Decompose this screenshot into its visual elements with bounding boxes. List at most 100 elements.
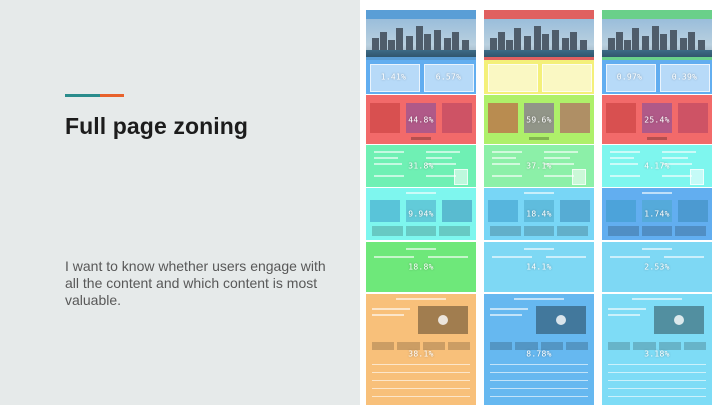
article-thumb	[447, 342, 470, 350]
zone-percentage: 31.8%	[408, 161, 434, 171]
hero-nav-bar	[484, 10, 594, 19]
section-heading-line	[396, 298, 446, 300]
section-heading-line	[642, 192, 672, 194]
harbour-water	[602, 50, 712, 60]
text-line	[492, 163, 520, 165]
article-thumb	[372, 342, 395, 350]
heatmap-zone-plain: 2.53%	[602, 242, 712, 292]
building	[632, 28, 639, 52]
heatmap-zone-plain: 18.8%	[366, 242, 476, 292]
content-card-image	[442, 103, 472, 133]
gallery-image	[560, 200, 590, 222]
zone-percentage: 9.94%	[408, 209, 434, 219]
building	[380, 32, 387, 52]
slide-title: Full page zoning	[65, 113, 249, 139]
article-thumb	[422, 342, 445, 350]
building	[698, 40, 705, 52]
footer-text-line	[490, 364, 588, 365]
building	[680, 38, 687, 52]
gallery-image	[488, 200, 518, 222]
city-skyline	[484, 24, 594, 52]
slide-body-text: I want to know whether users engage with…	[65, 258, 326, 308]
zone-percentage: 1.74%	[644, 209, 670, 219]
footer-text-line	[372, 364, 470, 365]
text-line	[374, 256, 414, 258]
text-line	[426, 175, 456, 177]
content-card-image	[642, 103, 672, 133]
zone-percentage: 8.78%	[526, 349, 552, 359]
building	[372, 38, 379, 52]
text-line	[610, 151, 640, 153]
section-heading-line	[514, 298, 564, 300]
video-player	[654, 306, 704, 334]
hero-zone-strip	[484, 57, 594, 60]
zone-percentage: 3.18%	[644, 349, 670, 359]
gallery-image	[606, 200, 636, 222]
gallery-caption-row	[490, 226, 589, 236]
zone-percentage: 37.1%	[526, 161, 552, 171]
section-heading-line	[406, 192, 436, 194]
heatmap-zone-split	[484, 60, 594, 94]
text-line	[662, 151, 696, 153]
zone-percentage: 59.6%	[526, 115, 552, 124]
building	[580, 40, 587, 52]
card-button	[411, 137, 431, 140]
heatmap-zone-split: 1.41% 6.57%	[366, 60, 476, 94]
zone-percentage: 4.17%	[644, 161, 670, 171]
article-thumb	[683, 342, 706, 350]
card-button	[529, 137, 549, 140]
text-line	[610, 157, 634, 159]
building	[498, 32, 505, 52]
heatmap-zone-cards: 59.6%	[484, 95, 594, 144]
icon-box	[572, 169, 586, 185]
article-grid	[372, 342, 470, 350]
card-button	[647, 137, 667, 140]
heatmap-column: 0.97% 0.39% 25.4% 4.17% 1.74% 2.53% 3.18%	[602, 0, 712, 405]
building	[616, 32, 623, 52]
zone-percentage: 18.4%	[526, 209, 552, 219]
text-line	[426, 151, 460, 153]
form-box	[606, 64, 656, 92]
caption-block	[372, 226, 403, 236]
heatmap-zone-gallery: 18.4%	[484, 188, 594, 240]
zone-percentage: 44.8%	[408, 115, 434, 124]
play-icon	[674, 315, 684, 325]
zone-percentage: 2.53%	[644, 262, 670, 272]
building	[514, 28, 521, 52]
article-grid	[490, 342, 588, 350]
zone-percentage: 38.1%	[408, 349, 434, 359]
form-box	[660, 64, 710, 92]
building	[642, 36, 649, 52]
gallery-image	[406, 200, 436, 222]
heatmap-zone-footer: 3.18%	[602, 294, 712, 405]
harbour-water	[366, 50, 476, 60]
building	[396, 28, 403, 52]
footer-text-line	[608, 380, 706, 381]
text-line	[492, 151, 522, 153]
building	[462, 40, 469, 52]
text-line	[546, 256, 586, 258]
text-line	[610, 175, 640, 177]
zone-percentage: 0.39%	[671, 72, 698, 82]
heatmap-column: 59.6% 37.1% 18.4% 14.1% 8.78%	[484, 0, 594, 405]
building	[624, 40, 631, 52]
hero-nav-bar	[366, 10, 476, 19]
caption-block	[675, 226, 707, 236]
building	[570, 32, 577, 52]
building	[534, 26, 541, 52]
accent-bar-teal	[65, 94, 100, 97]
building	[660, 34, 667, 52]
section-heading-line	[632, 298, 682, 300]
section-heading-line	[524, 248, 554, 250]
building	[434, 30, 441, 52]
content-card-image	[606, 103, 636, 133]
article-thumb	[490, 342, 513, 350]
play-icon	[556, 315, 566, 325]
text-line	[428, 256, 468, 258]
accent-bar	[65, 94, 124, 97]
footer-text-line	[372, 396, 470, 397]
text-line	[544, 163, 574, 165]
footer-text-line	[490, 388, 588, 389]
caption-block	[523, 226, 555, 236]
text-line	[426, 163, 456, 165]
